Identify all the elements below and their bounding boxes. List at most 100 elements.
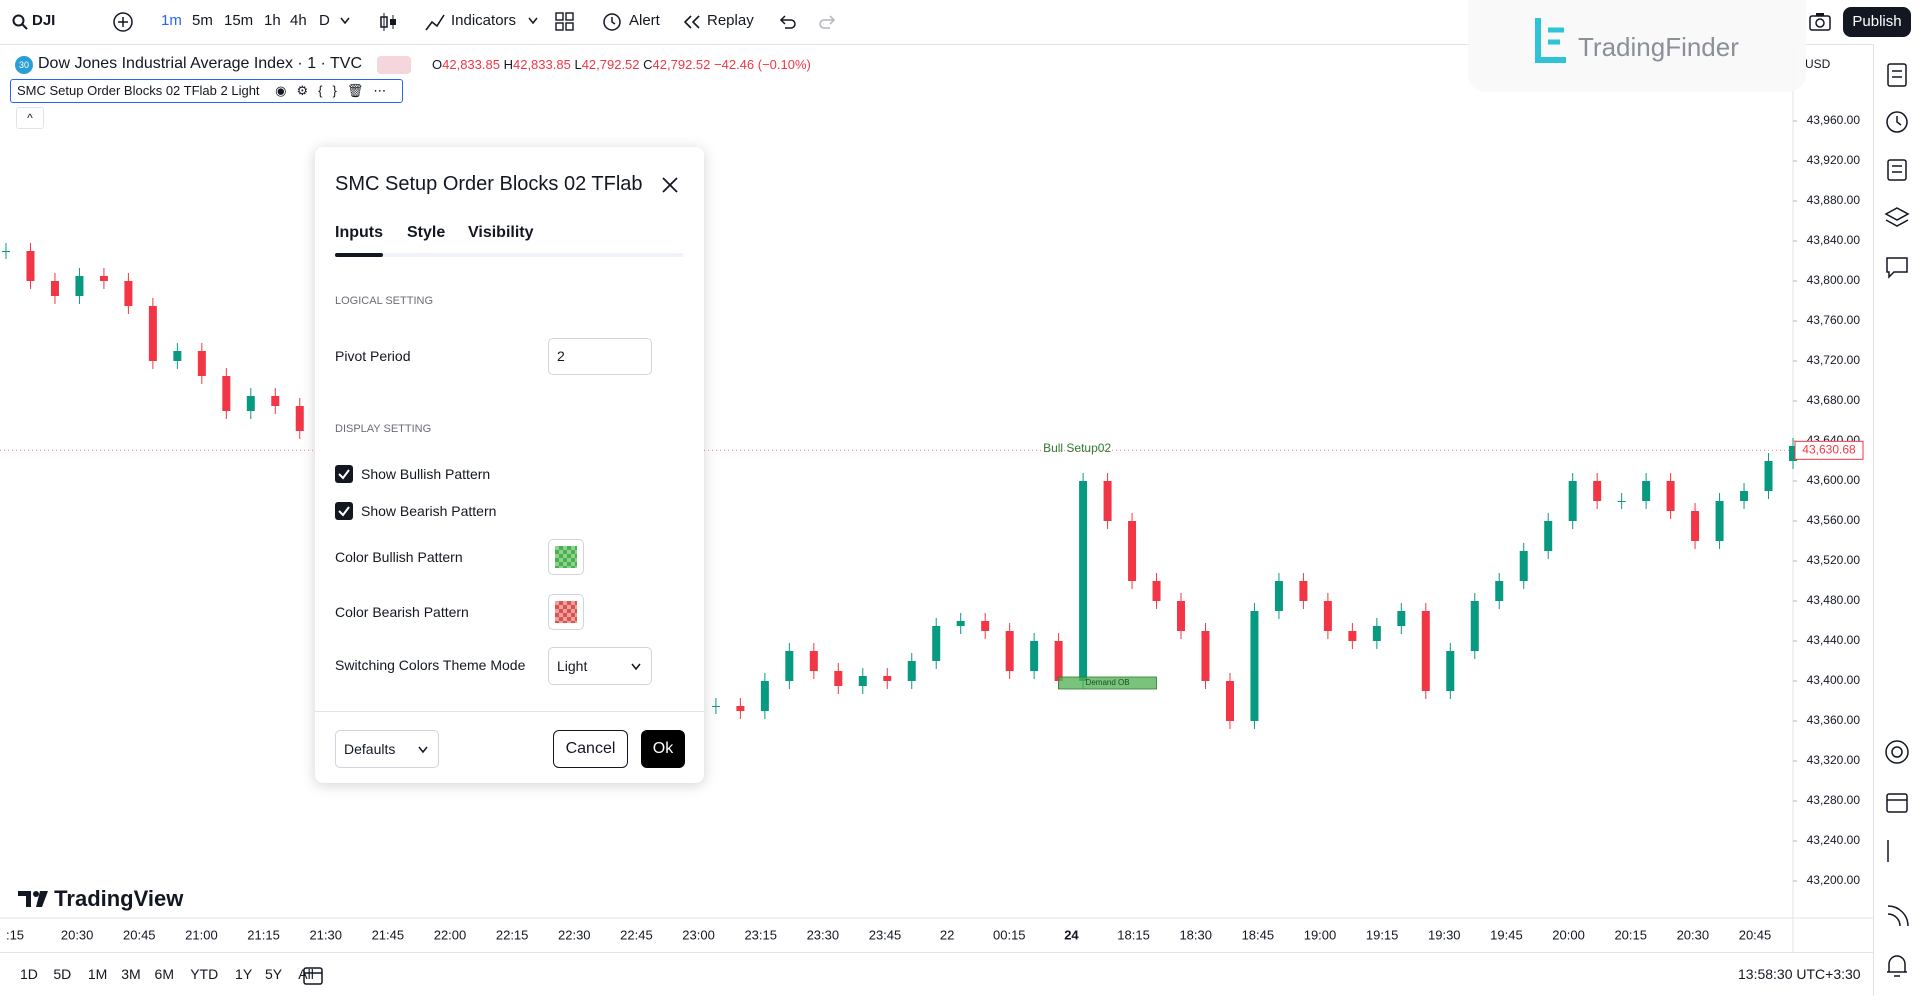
candle-body [1201,631,1210,681]
add-symbol[interactable] [112,11,134,33]
tab-track [335,253,683,257]
defaults-select[interactable]: Defaults [335,730,439,768]
candle-body [295,406,304,431]
indicator-legend[interactable]: SMC Setup Order Blocks 02 TFlab 2 Light … [10,79,404,103]
select-value[interactable]: Light [557,658,588,674]
y-tick-label: 43,520.00 [1807,553,1861,567]
x-tick-label: 20:15 [1614,927,1647,942]
interval[interactable]: D [319,12,330,29]
range-button[interactable]: YTD [190,966,219,982]
candle-body [1789,446,1797,461]
interval[interactable]: 5m [192,12,213,29]
sidebar-icons[interactable] [1874,44,1919,996]
checkbox[interactable] [335,465,353,483]
ohlc-key: H [503,57,513,72]
symbol[interactable]: DJI [32,12,56,29]
ohlc-values: O42,833.85 H42,833.85 L42,792.52 C42,792… [432,57,811,72]
interval[interactable]: 1m [161,12,182,29]
search-icon[interactable] [12,14,28,30]
tab[interactable]: Inputs [335,224,383,241]
replay-button[interactable]: Replay [707,12,754,29]
indicator-actions[interactable]: ◉⚙{}🗑⋯ [275,83,397,98]
x-tick-label: 23:30 [807,927,840,942]
interval[interactable]: 15m [224,12,254,29]
indicator-name[interactable]: SMC Setup Order Blocks 02 TFlab 2 Light [17,83,260,98]
candle-body [1642,481,1651,501]
redo-icon[interactable] [818,14,836,30]
candle-body [1715,501,1724,541]
range-button[interactable]: All [298,966,314,982]
alert-button[interactable]: Alert [629,12,660,29]
ok-button[interactable]: Ok [641,730,685,768]
symbol-badge: 30 [15,56,33,74]
chevron [631,663,641,671]
tab[interactable]: Style [407,224,446,241]
chevron[interactable] [528,17,538,25]
symbol-title[interactable]: Dow Jones Industrial Average Index · 1 ·… [38,55,363,72]
checkbox-label[interactable]: Show Bullish Pattern [361,466,491,482]
pivot-input[interactable]: 2 [548,338,652,375]
cancel-button[interactable]: Cancel [553,730,628,768]
x-tick-label: 19:00 [1304,927,1337,942]
color-swatch[interactable] [548,539,584,575]
publish-button[interactable]: Publish [1843,7,1911,37]
candle-body [1030,641,1039,671]
range-button[interactable]: 3M [121,966,141,982]
y-tick-label: 43,600.00 [1807,473,1861,487]
candle-body [858,676,867,686]
range-button[interactable]: 5D [53,966,72,982]
candle-body [2,251,10,252]
y-tick-label: 43,560.00 [1807,513,1861,527]
candle-body [834,671,843,686]
candle-body [1740,491,1749,501]
x-tick-label: 20:30 [1677,927,1710,942]
right-sidebar [1873,44,1919,996]
candle-body [26,251,35,281]
snapshot-icon[interactable] [1808,11,1832,33]
indicators-icon[interactable] [424,12,446,32]
x-tick-label: 22:15 [496,927,529,942]
watermark-panel: TradingFinder [1468,0,1806,92]
range-button[interactable]: 1M [87,966,108,982]
x-tick-label: 22:00 [434,927,467,942]
close-button[interactable] [661,176,679,194]
input-value[interactable]: 2 [557,348,565,364]
candle-body [1691,511,1700,541]
theme-select[interactable]: Light [548,647,652,685]
select-value[interactable]: Defaults [344,741,396,757]
collapse-button[interactable]: ^ [16,107,44,129]
interval[interactable]: 4h [290,12,307,29]
y-tick-label: 43,280.00 [1807,793,1861,807]
interval[interactable]: 1h [264,12,281,29]
checkbox[interactable] [335,502,353,520]
color-swatch[interactable] [548,594,584,630]
alert-icon[interactable] [601,11,623,33]
candle-body [75,276,84,296]
tab[interactable]: Visibility [468,224,534,241]
x-tick-label: 20:45 [123,927,156,942]
indicators-button[interactable]: Indicators [451,12,517,29]
layouts-icon[interactable] [555,12,575,32]
candle-body [1764,461,1773,491]
candle-body [1225,681,1234,721]
candle-body [932,626,941,661]
field-label: Pivot Period [335,348,411,364]
tradingview-logo: TradingView [18,886,183,912]
range-button[interactable]: 5Y [264,966,283,982]
range-button[interactable]: 1Y [235,966,253,982]
chevron[interactable] [340,17,350,25]
replay-icon[interactable] [683,14,701,30]
range-button[interactable]: 6M [154,966,174,982]
checkbox-label[interactable]: Show Bearish Pattern [361,503,497,519]
range-button[interactable]: 1D [20,966,38,982]
candle-body [246,396,255,411]
x-tick-label: 18:15 [1117,927,1150,942]
date-range-icon[interactable] [302,964,324,986]
tab-indicator [335,253,383,257]
y-tick-label: 43,960.00 [1807,113,1861,127]
field-label: Color Bearish Pattern [335,604,469,620]
chart-type-icon[interactable] [378,11,398,33]
undo-icon[interactable] [779,14,797,30]
last-price-label: 43,630.68 [1802,442,1856,456]
x-tick-label: 22:45 [620,927,653,942]
